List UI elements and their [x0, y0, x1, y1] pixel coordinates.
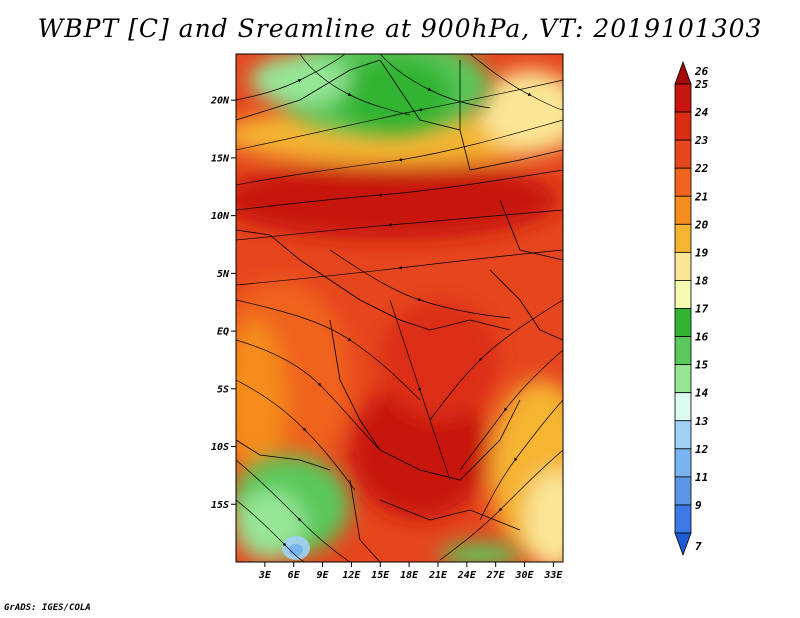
lon-tick-label: 33E: [543, 570, 563, 581]
lat-tick-label: EQ: [217, 327, 229, 338]
lon-tick-label: 21E: [428, 570, 448, 581]
colorbar-label: 7: [695, 540, 702, 553]
colorbar-label: 15: [695, 359, 709, 372]
lon-tick-label: 27E: [486, 570, 506, 581]
colorbar-label: 13: [695, 415, 709, 428]
lon-tick-label: 15E: [371, 570, 390, 581]
colorbar-label: 21: [694, 190, 708, 203]
colorbar-segment: [674, 251, 692, 281]
colorbar-segment: [674, 476, 692, 506]
lat-tick-label: 10N: [211, 211, 230, 222]
lat-tick-label: 5S: [217, 384, 229, 395]
colorbar-segment: [674, 83, 692, 113]
lon-tick-label: 12E: [342, 570, 361, 581]
colorbar-segment: [674, 392, 692, 422]
lat-tick-label: 15N: [211, 153, 230, 164]
lat-tick-label: 5N: [217, 269, 230, 280]
colorbar-label: 9: [695, 499, 702, 512]
colorbar-label: 12: [695, 443, 709, 456]
country-borders: [236, 59, 563, 562]
colorbar-segment: [674, 336, 692, 366]
colorbar-segment: [674, 448, 692, 478]
lon-tick-label: 30E: [514, 570, 534, 581]
latitude-axis: 20N 15N 10N 5N EQ 5S 10S 15S: [210, 96, 236, 511]
colorbar-segment: [674, 139, 692, 169]
longitude-axis: 3E 6E 9E 12E 15E 18E 21E 24E 27E 30E 33E: [258, 562, 563, 581]
colorbar-segment: [674, 167, 692, 197]
colorbar-segment: [674, 364, 692, 394]
lon-tick-label: 3E: [258, 570, 272, 581]
colorbar-label: 18: [695, 274, 709, 287]
map-frame: [235, 53, 564, 563]
colorbar-segment: [674, 280, 692, 309]
colorbar-segment: [674, 195, 692, 225]
colorbar-segment: [674, 111, 692, 141]
colorbar-segment: [674, 60, 692, 85]
lat-tick-label: 10S: [211, 442, 229, 453]
colorbar-label: 20: [694, 218, 709, 231]
colorbar-label: 24: [694, 106, 709, 119]
colorbar-label: 17: [695, 303, 709, 316]
colorbar-label: 16: [695, 331, 709, 344]
colorbar-label: 26: [694, 65, 709, 78]
colorbar-label: 14: [695, 387, 709, 400]
map-plot-area: [236, 54, 563, 562]
lat-tick-label: 15S: [211, 500, 229, 511]
chart-title: WBPT [C] and Sreamline at 900hPa, VT: 20…: [37, 14, 763, 43]
lon-tick-label: 6E: [288, 570, 301, 581]
wbpt-core-north: [236, 160, 560, 240]
wbpt-west-yellow: [236, 320, 285, 480]
colorbar-segment: [674, 308, 692, 337]
colorbar-label: 23: [694, 134, 709, 147]
wbpt-cold-pocket-core: [289, 544, 303, 556]
streamlines: [236, 54, 563, 562]
wbpt-core-central: [380, 300, 500, 420]
colorbar-label: 25: [694, 78, 709, 91]
colorbar-segment: [674, 223, 692, 253]
colorbar-segment: [674, 504, 692, 534]
lon-tick-label: 18E: [400, 570, 419, 581]
colorbar-label: 11: [695, 471, 708, 484]
lon-tick-label: 9E: [317, 570, 330, 581]
wbpt-north-darkgreen: [335, 55, 455, 135]
colorbar-label: 22: [694, 162, 709, 175]
wbpt-northeast-yellow: [480, 70, 563, 150]
lat-tick-label: 20N: [210, 96, 230, 107]
wbpt-southeast-green: [440, 543, 520, 562]
colorbar-segment: [674, 532, 692, 557]
colorbar-label: 19: [695, 246, 709, 259]
colorbar-segment: [674, 420, 692, 450]
wbpt-southeast-pale: [525, 470, 563, 562]
lon-tick-label: 24E: [457, 570, 477, 581]
grads-credit: GrADS: IGES/COLA: [4, 603, 91, 613]
